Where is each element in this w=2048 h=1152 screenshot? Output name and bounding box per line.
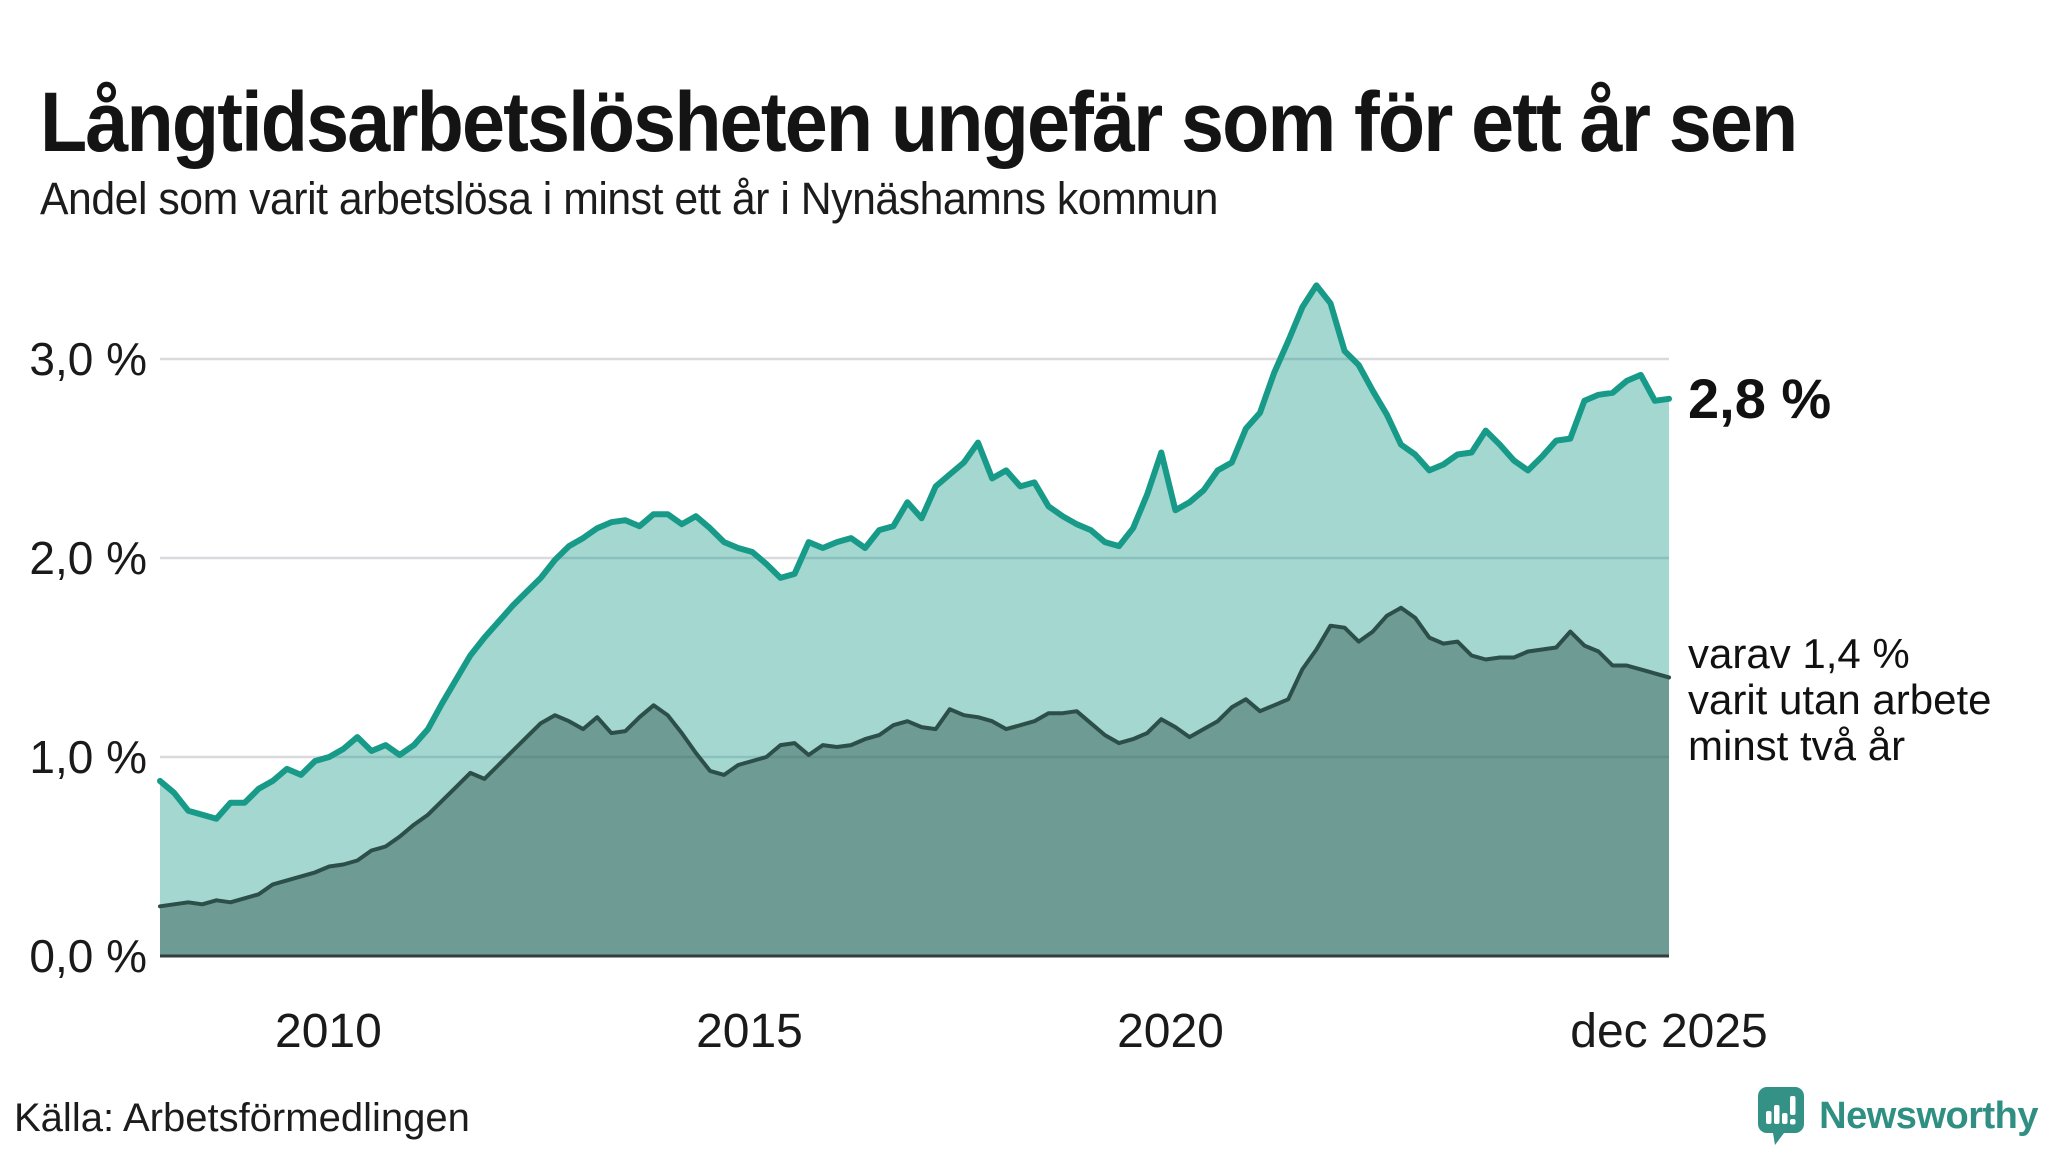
source-credit: Källa: Arbetsförmedlingen [14, 1096, 470, 1140]
line-total-unemployed [157, 282, 1672, 822]
line-two-year-unemployed [158, 605, 1671, 909]
x-tick-label: 2010 [275, 1005, 382, 1058]
brand-logo: Newsworthy [1757, 1086, 2038, 1146]
y-tick-label: 0,0 % [29, 930, 147, 982]
gridlines [160, 357, 1669, 759]
y-tick-label: 3,0 % [29, 333, 147, 385]
brand-name: Newsworthy [1819, 1095, 2038, 1137]
two-year-annotation-line-1: varav 1,4 % [1688, 630, 1910, 678]
y-tick-label: 1,0 % [29, 731, 147, 783]
x-tick-label: 2015 [696, 1005, 803, 1058]
newsworthy-icon [1758, 1087, 1805, 1145]
y-tick-label: 2,0 % [29, 532, 147, 584]
two-year-annotation-line-2: varit utan arbete [1688, 676, 1992, 724]
area-total-unemployed [160, 285, 1669, 956]
page-title: Långtidsarbetslösheten ungefär som för e… [40, 75, 1798, 170]
x-tick-label: 2020 [1117, 1005, 1224, 1058]
two-year-annotation: varav 1,4 % varit utan arbete minst två … [1688, 631, 1992, 769]
end-value-label: 2,8 % [1688, 366, 1832, 430]
page-subtitle: Andel som varit arbetslösa i minst ett å… [40, 173, 1218, 224]
x-tick-label: dec 2025 [1570, 1005, 1768, 1058]
two-year-annotation-line-3: minst två år [1688, 722, 1906, 770]
